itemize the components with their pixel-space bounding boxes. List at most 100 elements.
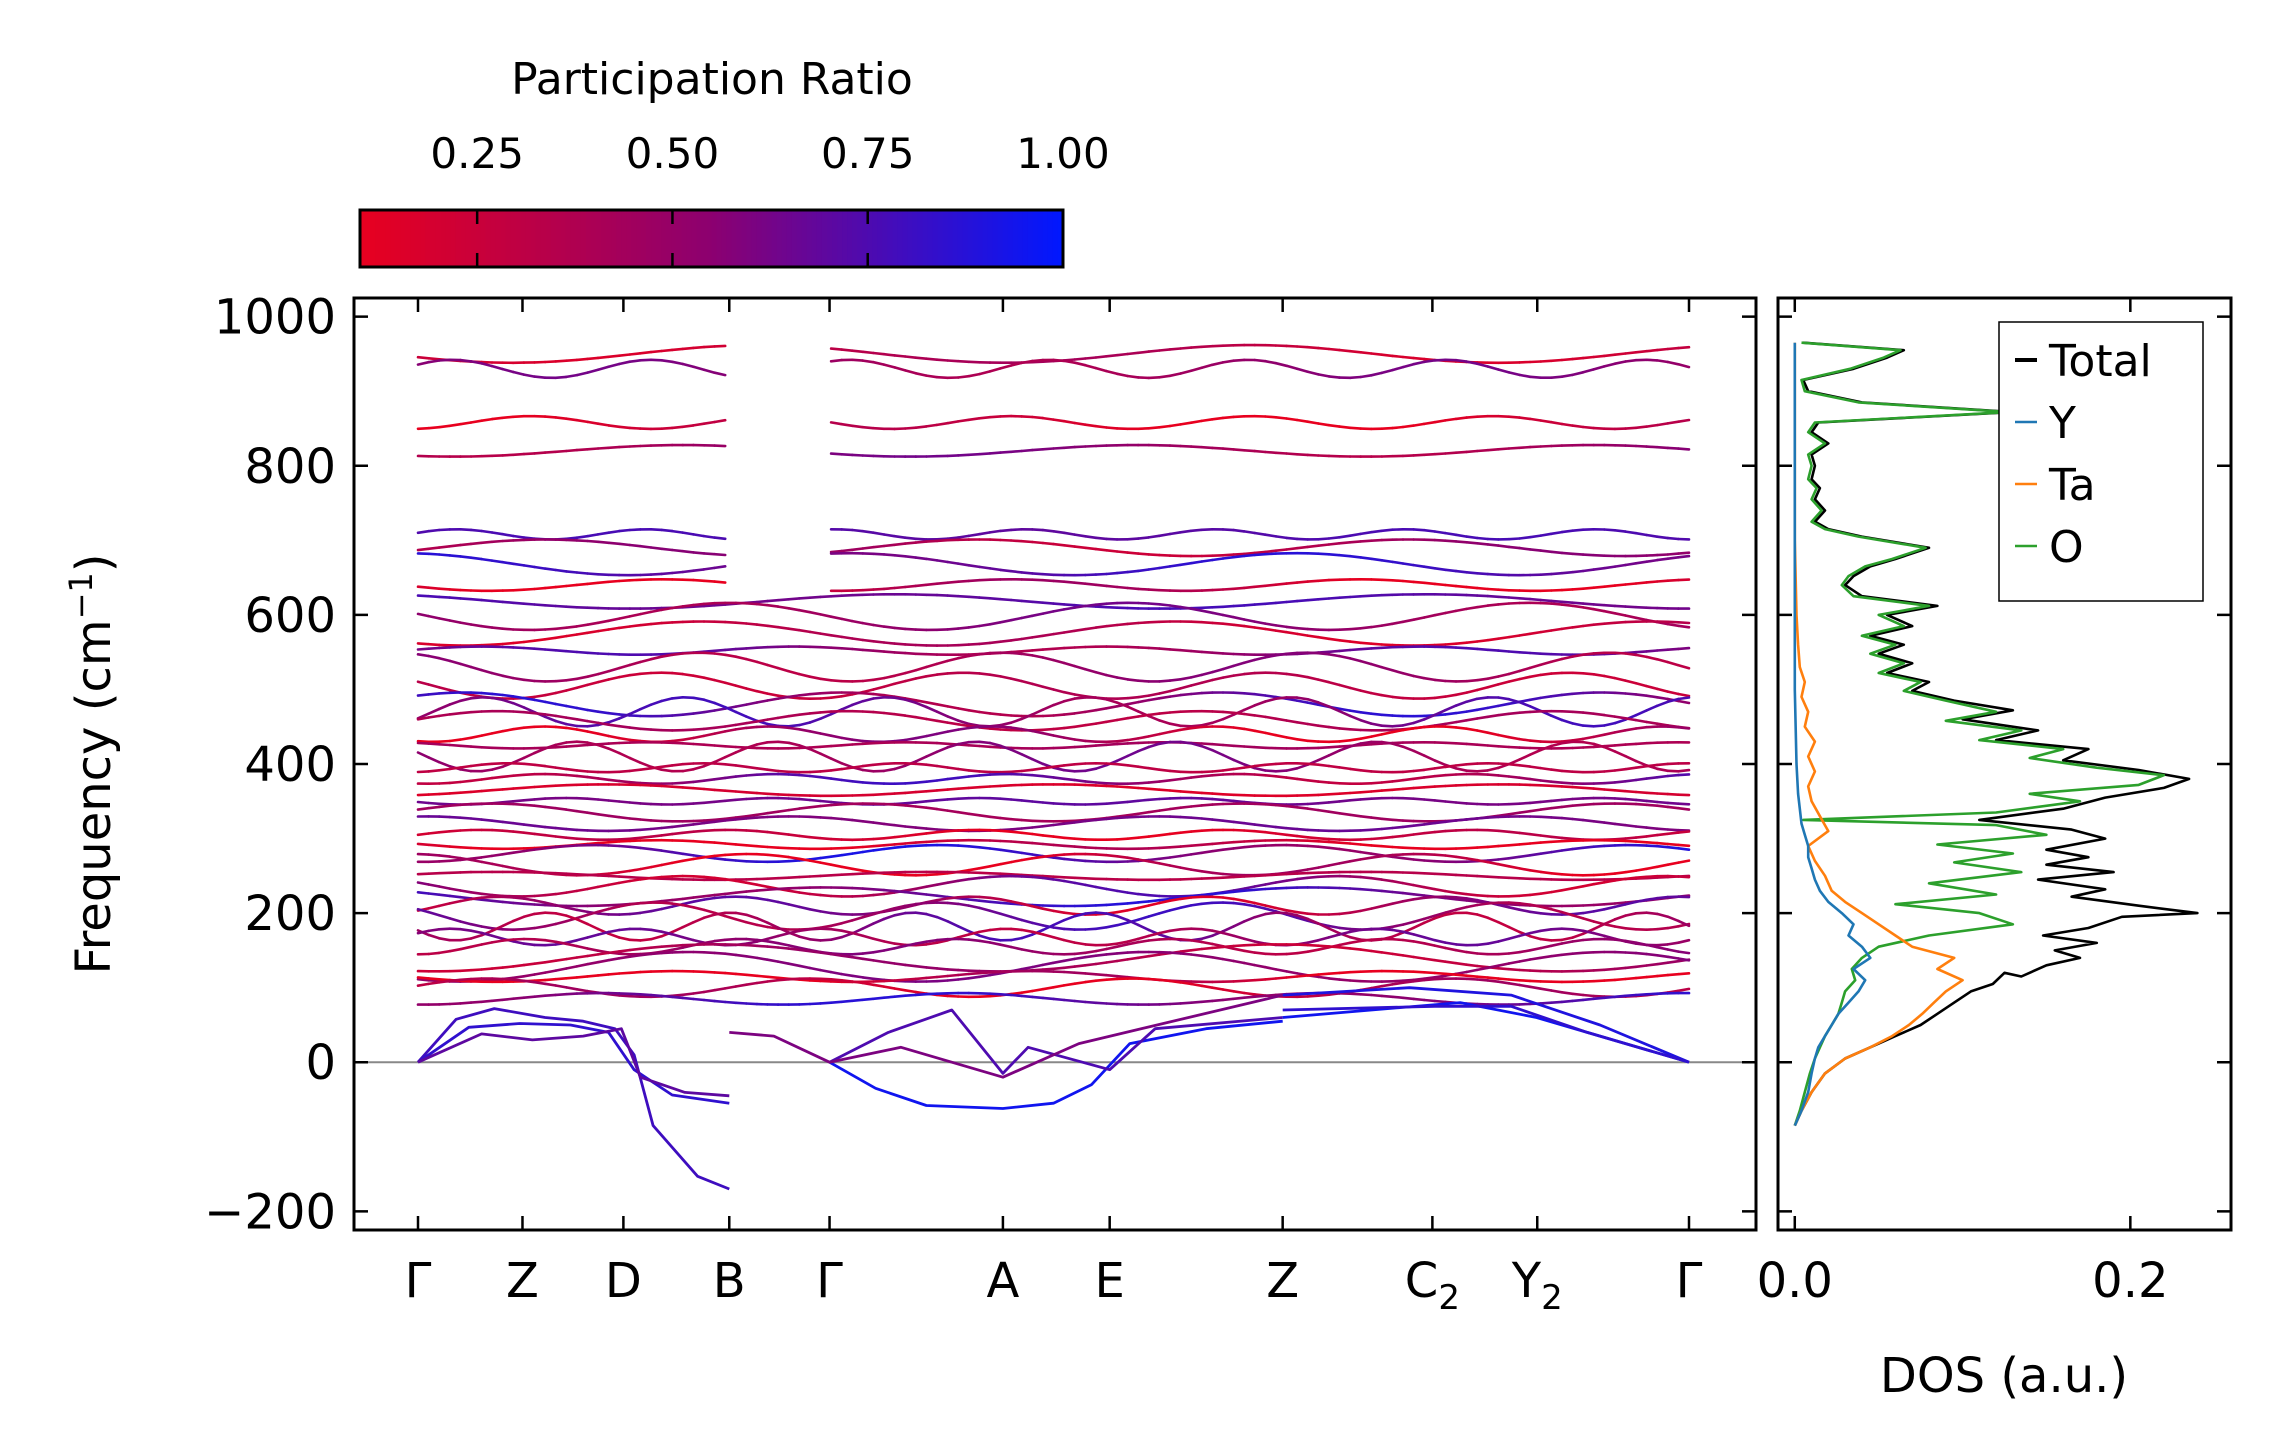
optical-band-segment	[607, 579, 621, 584]
optical-band-segment	[850, 424, 865, 429]
optical-band-segment	[882, 682, 896, 689]
optical-band-segment	[586, 811, 600, 816]
optical-band-segment	[670, 831, 685, 836]
optical-band-segment	[1560, 872, 1574, 877]
optical-band-segment	[448, 855, 462, 860]
optical-band-segment	[914, 583, 928, 588]
optical-band-segment	[1115, 902, 1129, 906]
optical-band-segment	[1401, 954, 1415, 959]
optical-band-segment	[1126, 715, 1140, 720]
optical-band-segment	[1168, 648, 1182, 652]
optical-band-segment	[1084, 744, 1098, 748]
optical-band-segment	[1062, 836, 1076, 841]
optical-band-segment	[797, 773, 812, 778]
optical-band-segment	[596, 628, 610, 633]
optical-band-segment	[1253, 745, 1267, 750]
optical-band-segment	[1115, 696, 1129, 701]
optical-band-segment	[681, 736, 695, 742]
optical-band-segment	[1317, 745, 1331, 750]
optical-band-segment	[1285, 546, 1299, 551]
colorbar-segment	[570, 210, 577, 267]
colorbar-segment	[811, 210, 818, 267]
optical-band-segment	[448, 596, 462, 600]
optical-band-segment	[639, 827, 653, 832]
optical-band-segment	[437, 656, 452, 663]
optical-band-segment	[776, 666, 791, 673]
colorbar-segment	[932, 210, 939, 267]
optical-band-segment	[914, 964, 928, 969]
optical-band-segment	[808, 804, 822, 809]
optical-band-segment	[1253, 692, 1267, 697]
colorbar-segment	[540, 210, 547, 267]
optical-band-segment	[1221, 447, 1235, 451]
optical-band-segment	[554, 745, 568, 749]
optical-band-segment	[999, 943, 1013, 949]
optical-band-segment	[1655, 844, 1670, 849]
optical-band-segment	[480, 768, 494, 773]
optical-band-segment	[840, 846, 854, 850]
optical-band-segment	[967, 532, 981, 538]
optical-band-segment	[1295, 777, 1309, 782]
optical-band-segment	[1507, 876, 1521, 880]
optical-band-segment	[840, 593, 854, 598]
optical-band-segment	[956, 796, 971, 801]
optical-band-segment	[586, 621, 600, 627]
optical-band-segment	[1221, 415, 1235, 420]
optical-band-segment	[1645, 803, 1659, 808]
optical-band-segment	[808, 937, 822, 942]
optical-band-segment	[1317, 972, 1331, 976]
optical-band-segment	[1189, 649, 1204, 654]
optical-band-segment	[1581, 969, 1595, 973]
optical-band-segment	[586, 885, 600, 891]
optical-band-segment	[1401, 920, 1415, 926]
optical-band-segment	[1645, 962, 1659, 967]
optical-band-segment	[1645, 775, 1659, 780]
optical-band-segment	[1401, 891, 1415, 896]
optical-band-segment	[1370, 949, 1384, 954]
optical-band-segment	[1401, 355, 1415, 360]
colorbar-segment	[611, 210, 617, 267]
optical-band-segment	[829, 678, 844, 683]
optical-band-segment	[427, 768, 441, 773]
optical-band-segment	[427, 742, 441, 746]
optical-band-segment	[861, 691, 875, 696]
colorbar-segment	[696, 210, 703, 267]
optical-band-segment	[1242, 658, 1256, 665]
optical-band-segment	[1613, 901, 1627, 905]
optical-band-segment	[607, 874, 621, 878]
optical-band-segment	[1073, 881, 1087, 887]
optical-band-segment	[1624, 839, 1638, 843]
optical-band-segment	[702, 552, 716, 556]
optical-band-segment	[554, 689, 568, 695]
optical-band-segment	[925, 732, 939, 738]
optical-band-segment	[808, 856, 822, 861]
optical-band-segment	[427, 892, 441, 897]
optical-band-segment	[1645, 876, 1659, 880]
optical-band-segment	[1136, 939, 1151, 944]
optical-band-segment	[427, 792, 441, 796]
optical-band-segment	[1062, 629, 1076, 634]
optical-band-segment	[1338, 945, 1352, 950]
optical-band-segment	[660, 547, 674, 552]
optical-band-segment	[713, 971, 727, 975]
optical-band-segment	[978, 845, 992, 850]
optical-band-segment	[956, 968, 971, 973]
optical-band-segment	[575, 962, 589, 968]
optical-band-segment	[925, 779, 939, 784]
optical-band-segment	[1221, 819, 1235, 824]
optical-band-segment	[882, 543, 896, 548]
optical-band-segment	[501, 532, 515, 538]
optical-band-segment	[1115, 837, 1129, 841]
optical-band-segment	[766, 716, 780, 721]
optical-band-segment	[1264, 830, 1278, 835]
optical-band-segment	[1073, 955, 1087, 961]
optical-band-segment	[819, 645, 833, 650]
optical-band-segment	[840, 743, 854, 747]
optical-band-segment	[1306, 627, 1320, 632]
optical-band-segment	[480, 624, 494, 629]
optical-band-segment	[1158, 679, 1172, 683]
optical-band-segment	[1677, 768, 1691, 773]
optical-band-segment	[1613, 728, 1627, 734]
optical-band-segment	[1295, 916, 1309, 923]
optical-band-segment	[480, 925, 494, 930]
